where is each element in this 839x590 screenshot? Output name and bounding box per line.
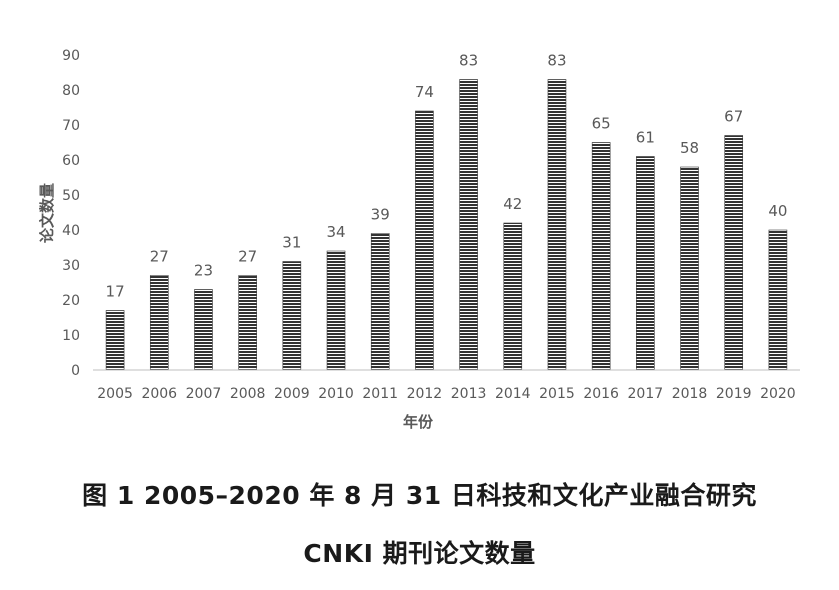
bar-2015 <box>547 79 567 371</box>
x-tick-label: 2008 <box>230 386 266 402</box>
y-tick-label: 80 <box>62 83 80 99</box>
x-tick-label: 2015 <box>539 386 575 402</box>
bar-2010 <box>326 250 346 371</box>
x-tick-label: 2013 <box>451 386 487 402</box>
bar-2016 <box>591 142 611 371</box>
y-tick-label: 10 <box>62 328 80 344</box>
bar-chart: 0 10 20 30 40 50 60 70 80 90 17 27 23 27 31 34 39 74 83 42… <box>38 48 800 431</box>
x-tick-label: 2018 <box>672 386 708 402</box>
bar-2009 <box>282 261 302 371</box>
y-tick-label: 70 <box>62 118 80 134</box>
x-tick-label: 2017 <box>628 386 664 402</box>
y-tick-label: 40 <box>62 223 80 239</box>
x-tick-label: 2019 <box>716 386 752 402</box>
data-label-2012: 74 <box>415 83 434 101</box>
figure-caption-line-1: 图 1 2005–2020 年 8 月 31 日科技和文化产业融合研究 <box>82 481 757 510</box>
bar-2007 <box>194 289 213 371</box>
x-tick-label: 2016 <box>583 386 619 402</box>
data-label-2011: 39 <box>371 206 390 224</box>
bar-2006 <box>149 275 169 371</box>
x-tick-label: 2011 <box>362 386 398 402</box>
x-tick-label: 2009 <box>274 386 310 402</box>
bar-2011 <box>370 233 390 371</box>
x-axis-ticks: 2005 2006 2007 2008 2009 2010 2011 2012 2013 2014… <box>97 386 795 402</box>
data-label-2005: 17 <box>106 283 125 301</box>
x-axis-title: 年份 <box>403 413 434 431</box>
bar-2017 <box>636 156 655 371</box>
data-label-2007: 23 <box>194 262 213 280</box>
x-tick-label: 2007 <box>186 386 222 402</box>
y-axis-title: 论文数量 <box>38 183 56 243</box>
bar-2019 <box>724 135 744 371</box>
data-label-2009: 31 <box>282 234 301 252</box>
data-label-2016: 65 <box>592 115 611 133</box>
data-label-2010: 34 <box>326 223 345 241</box>
bar-2013 <box>459 79 478 371</box>
data-label-2018: 58 <box>680 139 699 157</box>
bar-2005 <box>105 310 125 371</box>
data-label-2014: 42 <box>503 195 522 213</box>
y-tick-label: 90 <box>62 48 80 64</box>
bars <box>105 79 788 371</box>
x-tick-label: 2020 <box>760 386 796 402</box>
x-tick-label: 2006 <box>141 386 177 402</box>
x-tick-label: 2005 <box>97 386 133 402</box>
y-tick-label: 30 <box>62 258 80 274</box>
data-label-2008: 27 <box>238 248 257 266</box>
bar-2020 <box>768 229 788 371</box>
data-label-2015: 83 <box>547 52 566 70</box>
data-label-2013: 83 <box>459 52 478 70</box>
data-label-2006: 27 <box>150 248 169 266</box>
data-labels: 17 27 23 27 31 34 39 74 83 42 83 65 61 58 67 40 <box>106 52 788 301</box>
bar-2014 <box>503 222 523 371</box>
x-tick-label: 2012 <box>407 386 443 402</box>
bar-2008 <box>238 275 257 371</box>
y-axis-ticks: 0 10 20 30 40 50 60 70 80 90 <box>62 48 80 379</box>
y-tick-label: 0 <box>71 363 80 379</box>
data-label-2020: 40 <box>768 202 787 220</box>
bar-2012 <box>415 110 434 371</box>
x-tick-label: 2014 <box>495 386 531 402</box>
data-label-2019: 67 <box>724 108 743 126</box>
bar-2018 <box>680 166 699 371</box>
data-label-2017: 61 <box>636 129 655 147</box>
y-tick-label: 60 <box>62 153 80 169</box>
x-tick-label: 2010 <box>318 386 354 402</box>
figure-caption-line-2: CNKI 期刊论文数量 <box>303 539 536 568</box>
y-tick-label: 50 <box>62 188 80 204</box>
y-tick-label: 20 <box>62 293 80 309</box>
